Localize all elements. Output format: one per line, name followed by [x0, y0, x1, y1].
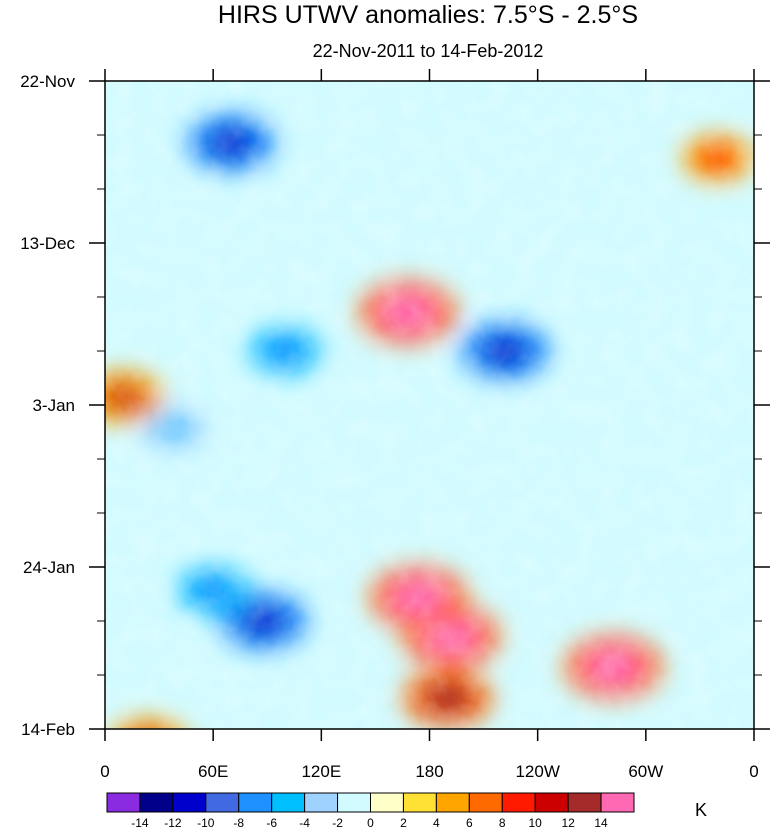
colorbar-swatch — [238, 792, 273, 813]
colorbar-label: 14 — [594, 816, 608, 830]
colorbar-label: 0 — [367, 816, 374, 830]
x-tick-label: 60E — [198, 762, 228, 781]
colorbar-swatch — [534, 792, 569, 813]
x-tick-label: 0 — [749, 762, 758, 781]
colorbar-label: 6 — [466, 816, 473, 830]
colorbar-swatch — [402, 792, 437, 813]
y-tick-label: 3-Jan — [32, 396, 75, 415]
colorbar-label: 12 — [561, 816, 575, 830]
colorbar-swatch — [304, 792, 339, 813]
colorbar-swatch — [106, 792, 141, 813]
chart-subtitle: 22-Nov-2011 to 14-Feb-2012 — [313, 41, 544, 61]
colorbar-label: -6 — [266, 816, 277, 830]
colorbar-swatch — [337, 792, 371, 813]
x-tick-label: 120W — [515, 762, 559, 781]
colorbar-swatch — [172, 792, 207, 813]
colorbar-swatch — [139, 792, 174, 813]
y-tick-label: 22-Nov — [20, 72, 75, 91]
colorbar-swatch — [271, 792, 306, 813]
colorbar-label: 2 — [400, 816, 407, 830]
colorbar-swatch — [468, 792, 503, 813]
y-axis: 22-Nov 13-Dec 3-Jan 24-Jan 14-Feb — [20, 72, 770, 739]
colorbar-swatch — [370, 792, 404, 813]
colorbar-swatch — [567, 792, 602, 813]
colorbar-label: -12 — [164, 816, 182, 830]
colorbar-label: 8 — [499, 816, 506, 830]
anomaly-blob-core — [125, 729, 171, 759]
colorbar-label: -14 — [131, 816, 149, 830]
colorbar-label: 4 — [433, 816, 440, 830]
x-tick-label: 180 — [415, 762, 443, 781]
y-tick-label: 13-Dec — [20, 234, 75, 253]
y-tick-label: 14-Feb — [21, 720, 75, 739]
colorbar-label: -10 — [197, 816, 215, 830]
x-axis: 0 60E 120E 180 120W 60W 0 — [100, 69, 759, 781]
colorbar-swatch — [205, 792, 240, 813]
colorbar-label: -2 — [332, 816, 343, 830]
colorbar-swatch — [501, 792, 536, 813]
colorbar-label: 10 — [529, 816, 543, 830]
colorbar-unit: K — [695, 800, 707, 820]
x-tick-label: 120E — [301, 762, 341, 781]
colorbar-swatch — [435, 792, 470, 813]
chart-title: HIRS UTWV anomalies: 7.5°S - 2.5°S — [218, 1, 638, 29]
plot-area — [105, 81, 754, 759]
colorbar-swatch — [600, 792, 635, 813]
y-tick-label: 24-Jan — [23, 558, 75, 577]
colorbar: -14 -12 -10 -8 -6 -4 -2 0 2 4 6 8 10 12 14 — [106, 792, 635, 830]
colorbar-label: -8 — [233, 816, 244, 830]
colorbar-label: -4 — [299, 816, 310, 830]
x-tick-label: 60W — [628, 762, 663, 781]
x-tick-label: 0 — [100, 762, 109, 781]
